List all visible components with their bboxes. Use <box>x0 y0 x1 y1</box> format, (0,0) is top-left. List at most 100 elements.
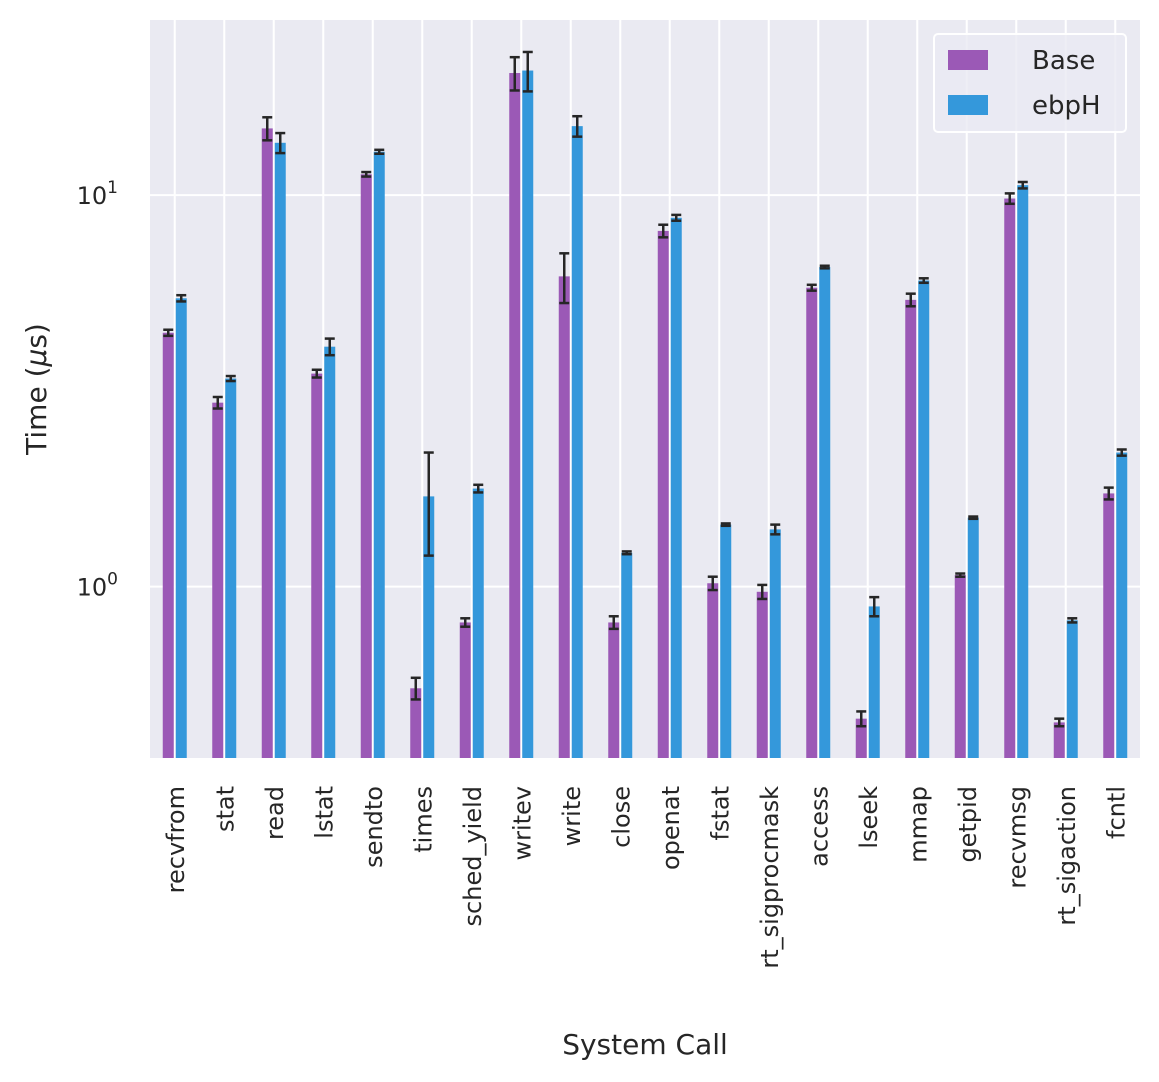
y-tick-label-1: 101 <box>77 178 118 210</box>
bar-ebph-fstat <box>720 524 732 758</box>
x-tick-label-times: times <box>409 786 437 853</box>
y-axis-label: Time (μs) <box>20 323 53 456</box>
bar-base-openat <box>657 230 669 759</box>
x-tick-label-recvmsg: recvmsg <box>1003 786 1031 889</box>
bar-base-recvmsg <box>1004 198 1016 759</box>
x-tick-label-lstat: lstat <box>310 786 338 839</box>
bar-ebph-lstat <box>324 346 336 758</box>
errorbar-ebph-lseek <box>869 595 880 618</box>
bar-ebph-access <box>819 267 831 758</box>
bar-base-times <box>410 688 422 758</box>
x-tick-label-write: write <box>558 786 586 846</box>
errorbar-base-fstat <box>707 575 718 592</box>
errorbar-ebph-read <box>275 131 286 155</box>
x-tick-label-fstat: fstat <box>706 786 734 840</box>
errorbar-ebph-sendto <box>374 148 385 156</box>
bar-ebph-close <box>621 552 633 758</box>
bar-base-write <box>558 276 570 758</box>
errorbar-base-openat <box>658 223 669 239</box>
errorbar-ebph-fcntl <box>1116 448 1127 457</box>
errorbar-base-getpid <box>955 572 966 578</box>
x-tick-label-stat: stat <box>211 786 239 832</box>
errorbar-base-times <box>410 676 421 701</box>
y-axis-label-suffix: s) <box>20 323 53 349</box>
x-tick-label-lseek: lseek <box>855 786 883 849</box>
x-tick-label-rt_sigprocmask: rt_sigprocmask <box>756 786 784 969</box>
bar-base-fcntl <box>1103 493 1115 758</box>
bar-ebph-lseek <box>868 606 880 758</box>
x-tick-label-close: close <box>607 786 635 848</box>
errorbar-base-rt_sigaction <box>1054 717 1065 728</box>
errorbar-base-write <box>559 252 570 305</box>
x-ticks: recvfrom stat read lstat sendto times sched_yi… <box>162 786 1131 969</box>
errorbar-ebph-rt_sigprocmask <box>770 523 781 536</box>
x-tick-label-sendto: sendto <box>360 786 388 868</box>
x-tick-label-mmap: mmap <box>904 786 932 863</box>
legend: Base ebpH <box>933 33 1127 133</box>
errorbar-base-lstat <box>311 368 322 379</box>
legend-swatch-base <box>948 50 988 70</box>
x-tick-label-writev: writev <box>508 786 536 861</box>
bar-ebph-recvmsg <box>1017 185 1029 758</box>
bar-base-fstat <box>707 583 719 758</box>
bar-ebph-openat <box>670 217 682 759</box>
errorbar-base-recvfrom <box>163 328 174 338</box>
bar-base-writev <box>509 73 521 759</box>
x-tick-label-recvfrom: recvfrom <box>162 786 190 893</box>
errorbar-ebph-stat <box>225 374 236 383</box>
bar-ebph-sched_yield <box>472 488 484 758</box>
bar-ebph-writev <box>522 70 534 759</box>
bar-ebph-times <box>423 496 435 758</box>
x-tick-label-fcntl: fcntl <box>1102 786 1130 839</box>
bar-base-stat <box>212 402 224 758</box>
bar-base-lseek <box>855 718 867 758</box>
x-tick-label-getpid: getpid <box>954 786 982 863</box>
bar-ebph-mmap <box>918 280 930 758</box>
errorbar-base-lseek <box>856 710 867 728</box>
errorbar-base-recvmsg <box>1004 192 1015 206</box>
errorbar-base-sendto <box>361 170 372 178</box>
bar-ebph-read <box>274 142 286 758</box>
x-tick-label-read: read <box>261 786 289 840</box>
x-tick-label-openat: openat <box>657 786 685 870</box>
x-tick-label-rt_sigaction: rt_sigaction <box>1053 786 1081 926</box>
errorbar-ebph-write <box>572 114 583 138</box>
errorbar-ebph-rt_sigaction <box>1067 617 1078 624</box>
bar-base-lstat <box>311 373 323 758</box>
bar-base-close <box>608 622 620 758</box>
errorbar-base-fcntl <box>1103 486 1114 501</box>
y-axis-label-mu: μ <box>20 349 53 368</box>
bar-base-mmap <box>905 299 917 758</box>
bar-base-rt_sigaction <box>1053 722 1065 758</box>
legend-swatch-ebph <box>948 95 988 115</box>
errorbar-ebph-fstat <box>720 522 731 528</box>
bar-base-sched_yield <box>459 622 471 758</box>
bars <box>162 70 1128 759</box>
bar-ebph-getpid <box>967 517 979 758</box>
legend-label-ebph: ebpH <box>1032 91 1101 121</box>
bar-ebph-stat <box>225 378 237 758</box>
errorbar-ebph-times <box>423 451 434 557</box>
bar-base-read <box>261 128 273 759</box>
errorbar-base-sched_yield <box>460 617 471 628</box>
errorbar-ebph-lstat <box>324 337 335 357</box>
bar-base-access <box>806 287 818 758</box>
y-tick-label-0: 100 <box>77 570 118 602</box>
errorbar-ebph-openat <box>671 213 682 222</box>
grid <box>150 20 1140 758</box>
bar-base-getpid <box>954 575 966 758</box>
errorbar-base-stat <box>212 395 223 410</box>
errorbar-ebph-recvmsg <box>1017 180 1028 190</box>
errorbar-base-rt_sigprocmask <box>757 583 768 601</box>
bar-ebph-rt_sigaction <box>1066 620 1078 758</box>
errorbar-ebph-writev <box>522 50 533 93</box>
y-ticks: 100 101 <box>77 178 118 602</box>
errorbar-ebph-sched_yield <box>473 483 484 494</box>
bar-ebph-sendto <box>373 151 385 759</box>
x-tick-label-sched_yield: sched_yield <box>459 786 487 926</box>
errorbar-base-access <box>806 283 817 292</box>
errorbar-ebph-mmap <box>918 277 929 285</box>
x-tick-label-access: access <box>805 786 833 867</box>
bar-base-sendto <box>360 174 372 758</box>
errorbar-ebph-close <box>621 550 632 556</box>
